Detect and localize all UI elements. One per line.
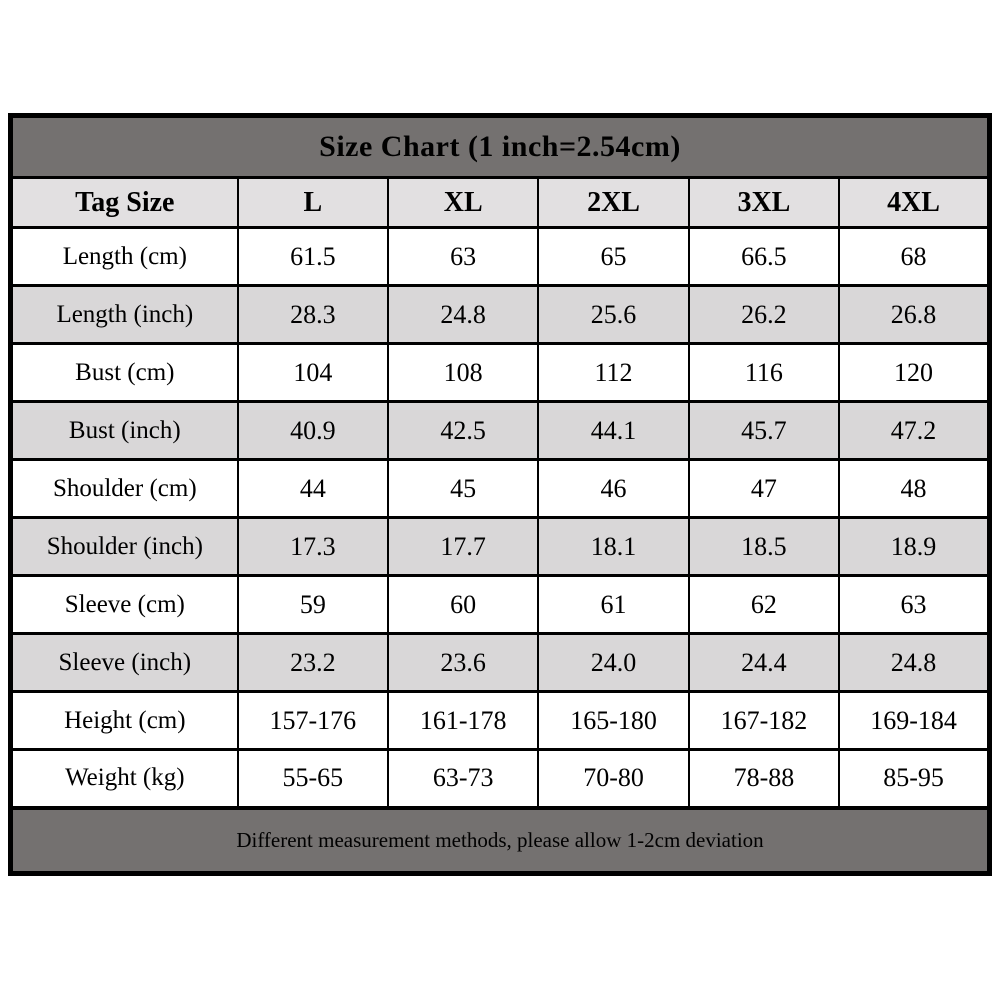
table-row-length-cm: Length (cm) 61.5 63 65 66.5 68 <box>9 226 991 287</box>
table-row-sleeve-cm: Sleeve (cm) 59 60 61 62 63 <box>9 574 991 635</box>
cell-value: 24.8 <box>386 284 540 345</box>
cell-value: 18.5 <box>687 516 841 577</box>
column-header-4xl: 4XL <box>838 176 991 229</box>
table-row-height-cm: Height (cm) 157-176 161-178 165-180 167-… <box>9 690 991 751</box>
cell-value: 85-95 <box>838 748 991 809</box>
column-header-xl: XL <box>386 176 540 229</box>
cell-value: 46 <box>537 458 690 519</box>
table-row-length-inch: Length (inch) 28.3 24.8 25.6 26.2 26.8 <box>9 284 991 345</box>
row-label: Shoulder (cm) <box>9 458 239 519</box>
cell-value: 18.9 <box>838 516 991 577</box>
row-label: Bust (cm) <box>9 342 239 403</box>
table-row-bust-cm: Bust (cm) 104 108 112 116 120 <box>9 342 991 403</box>
cell-value: 25.6 <box>537 284 690 345</box>
cell-value: 65 <box>537 226 690 287</box>
cell-value: 61 <box>537 574 690 635</box>
table-title-row: Size Chart (1 inch=2.54cm) <box>9 114 991 179</box>
table-note-row: Different measurement methods, please al… <box>9 805 991 875</box>
column-header-tag-size: Tag Size <box>9 176 239 229</box>
cell-value: 62 <box>687 574 841 635</box>
cell-value: 24.0 <box>537 632 690 693</box>
cell-value: 120 <box>838 342 991 403</box>
cell-value: 45 <box>386 458 540 519</box>
cell-value: 165-180 <box>537 690 690 751</box>
row-label: Weight (kg) <box>9 748 239 809</box>
cell-value: 47 <box>687 458 841 519</box>
cell-value: 157-176 <box>236 690 390 751</box>
cell-value: 116 <box>687 342 841 403</box>
cell-value: 18.1 <box>537 516 690 577</box>
cell-value: 47.2 <box>838 400 991 461</box>
cell-value: 17.7 <box>386 516 540 577</box>
row-label: Length (cm) <box>9 226 239 287</box>
cell-value: 48 <box>838 458 991 519</box>
cell-value: 26.2 <box>687 284 841 345</box>
table-row-weight-kg: Weight (kg) 55-65 63-73 70-80 78-88 85-9… <box>9 748 991 809</box>
cell-value: 23.2 <box>236 632 390 693</box>
table-row-bust-inch: Bust (inch) 40.9 42.5 44.1 45.7 47.2 <box>9 400 991 461</box>
cell-value: 112 <box>537 342 690 403</box>
cell-value: 59 <box>236 574 390 635</box>
cell-value: 24.4 <box>687 632 841 693</box>
table-row-sleeve-inch: Sleeve (inch) 23.2 23.6 24.0 24.4 24.8 <box>9 632 991 693</box>
row-label: Sleeve (inch) <box>9 632 239 693</box>
cell-value: 169-184 <box>838 690 991 751</box>
size-chart-table: Size Chart (1 inch=2.54cm) Tag Size L XL… <box>8 113 992 876</box>
cell-value: 63-73 <box>386 748 540 809</box>
cell-value: 26.8 <box>838 284 991 345</box>
cell-value: 45.7 <box>687 400 841 461</box>
row-label: Bust (inch) <box>9 400 239 461</box>
cell-value: 61.5 <box>236 226 390 287</box>
cell-value: 44 <box>236 458 390 519</box>
table-row-shoulder-inch: Shoulder (inch) 17.3 17.7 18.1 18.5 18.9 <box>9 516 991 577</box>
cell-value: 42.5 <box>386 400 540 461</box>
cell-value: 108 <box>386 342 540 403</box>
cell-value: 44.1 <box>537 400 690 461</box>
cell-value: 104 <box>236 342 390 403</box>
cell-value: 167-182 <box>687 690 841 751</box>
cell-value: 70-80 <box>537 748 690 809</box>
cell-value: 161-178 <box>386 690 540 751</box>
cell-value: 40.9 <box>236 400 390 461</box>
table-row-shoulder-cm: Shoulder (cm) 44 45 46 47 48 <box>9 458 991 519</box>
cell-value: 68 <box>838 226 991 287</box>
column-header-2xl: 2XL <box>537 176 690 229</box>
row-label: Shoulder (inch) <box>9 516 239 577</box>
cell-value: 55-65 <box>236 748 390 809</box>
cell-value: 28.3 <box>236 284 390 345</box>
table-note: Different measurement methods, please al… <box>9 805 991 875</box>
column-header-3xl: 3XL <box>687 176 841 229</box>
cell-value: 60 <box>386 574 540 635</box>
row-label: Height (cm) <box>9 690 239 751</box>
cell-value: 63 <box>386 226 540 287</box>
cell-value: 17.3 <box>236 516 390 577</box>
column-header-l: L <box>236 176 390 229</box>
table-title: Size Chart (1 inch=2.54cm) <box>9 114 991 179</box>
cell-value: 63 <box>838 574 991 635</box>
table-header-row: Tag Size L XL 2XL 3XL 4XL <box>9 176 991 229</box>
cell-value: 24.8 <box>838 632 991 693</box>
row-label: Sleeve (cm) <box>9 574 239 635</box>
cell-value: 23.6 <box>386 632 540 693</box>
cell-value: 66.5 <box>687 226 841 287</box>
row-label: Length (inch) <box>9 284 239 345</box>
cell-value: 78-88 <box>687 748 841 809</box>
